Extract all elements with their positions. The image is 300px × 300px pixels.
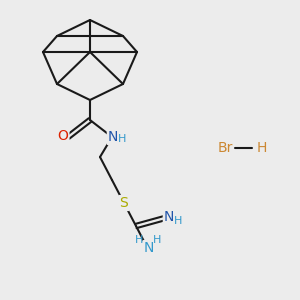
- Text: H: H: [257, 141, 267, 155]
- Text: N: N: [164, 210, 174, 224]
- Text: H: H: [174, 216, 182, 226]
- Text: H: H: [153, 235, 161, 245]
- Text: O: O: [58, 129, 68, 143]
- Text: N: N: [108, 130, 118, 144]
- Text: N: N: [144, 241, 154, 255]
- Text: S: S: [120, 196, 128, 210]
- Text: Br: Br: [218, 141, 233, 155]
- Text: H: H: [135, 235, 143, 245]
- Text: H: H: [118, 134, 126, 144]
